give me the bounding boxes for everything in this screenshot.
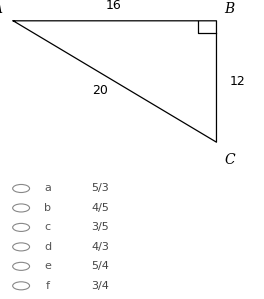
Text: C: C: [224, 152, 235, 167]
Text: b: b: [44, 203, 51, 213]
Text: 4/3: 4/3: [91, 242, 109, 252]
Text: d: d: [44, 242, 51, 252]
Text: 20: 20: [92, 84, 108, 97]
Text: f: f: [45, 281, 50, 291]
Text: A: A: [0, 2, 2, 16]
Text: 5/3: 5/3: [91, 184, 109, 193]
Text: e: e: [44, 261, 51, 271]
Text: 3/5: 3/5: [91, 222, 109, 232]
Text: c: c: [44, 222, 51, 232]
Text: 4/5: 4/5: [91, 203, 109, 213]
Text: a: a: [44, 184, 51, 193]
Text: 3/4: 3/4: [91, 281, 109, 291]
Text: 16: 16: [106, 0, 121, 12]
Text: 5/4: 5/4: [91, 261, 109, 271]
Text: B: B: [225, 2, 235, 16]
Text: 12: 12: [230, 75, 246, 88]
